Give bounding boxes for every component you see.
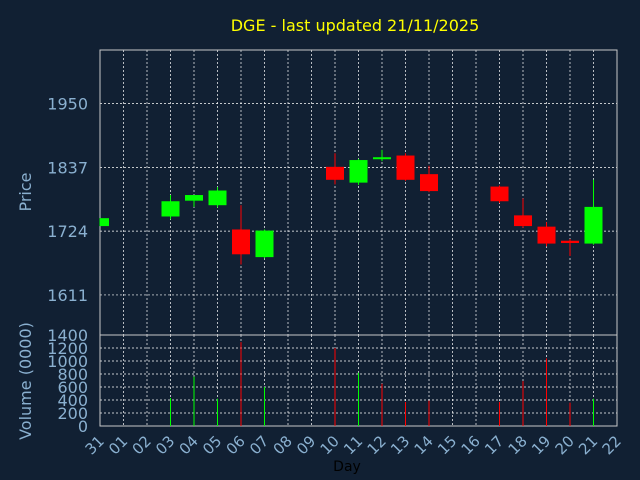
candle-body [185,195,203,201]
candle-07 [255,229,274,259]
day-tick-label: 20 [552,432,578,458]
volume-tick-label: 400 [57,391,88,410]
candle-body [373,157,391,160]
day-tick-label: 15 [434,432,460,458]
candle-body [208,190,227,206]
price-axis-label: Price [16,172,35,211]
candle-body [100,218,109,227]
price-grid [100,50,617,335]
day-tick-label: 04 [176,432,202,458]
day-tick-label: 09 [293,432,319,458]
candle-body [514,215,532,227]
volume-tick-label: 200 [57,404,88,423]
candle-body [349,160,368,183]
candle-body [326,166,344,180]
day-tick-label: 10 [317,432,343,458]
day-tick-label: 18 [505,432,531,458]
day-tick-label: 02 [129,432,155,458]
price-tick-label: 1950 [47,95,88,114]
candle-body [584,206,603,244]
day-tick-label: 05 [199,432,225,458]
day-tick-label: 13 [387,432,413,458]
day-tick-labels: 3101020304050607080910111213141516171819… [82,432,625,458]
day-tick-label: 17 [481,432,507,458]
day-tick-label: 12 [364,432,390,458]
volume-tick-label: 800 [57,365,88,384]
candle-19 [537,222,556,247]
candle-body [490,186,509,202]
candle-13 [396,153,415,181]
candle-11 [349,158,368,185]
candle-body [161,201,180,217]
price-tick-labels: 1611 1724 1837 1950 [47,95,88,305]
candle-03 [161,195,180,220]
day-tick-label: 07 [246,432,272,458]
volume-tick-label: 1400 [47,326,88,345]
day-tick-label: 01 [105,432,131,458]
day-tick-label: 11 [340,432,366,458]
volume-tick-label: 1000 [47,352,88,371]
volume-tick-label: 0 [78,417,88,436]
candle-31 [99,218,109,227]
candle-12 [373,149,391,162]
volume-axis-label: Volume (0000) [16,322,35,440]
day-tick-label: 22 [599,432,625,458]
candle-04 [185,195,203,207]
candle-10 [326,153,344,185]
candle-06 [232,205,250,265]
day-tick-label: 21 [575,432,601,458]
day-tick-label: 16 [458,432,484,458]
candle-body [396,155,415,180]
candle-14 [420,165,438,193]
price-tick-label: 1724 [47,222,88,241]
chart-title: DGE - last updated 21/11/2025 [231,16,480,35]
price-plot-frame [99,49,618,336]
candle-17 [490,185,509,203]
candle-body [420,174,438,192]
candle-body [255,230,274,258]
day-tick-label: 08 [270,432,296,458]
candle-body [561,240,579,244]
candle-18 [514,198,532,228]
price-tick-label: 1611 [47,286,88,305]
day-tick-label: 31 [82,432,108,458]
day-tick-label: 19 [528,432,554,458]
candle-20 [561,239,579,256]
volume-series [170,342,594,426]
candlestick-series [99,149,603,265]
day-tick-label: 03 [152,432,178,458]
volume-tick-label: 600 [57,378,88,397]
day-tick-label: 06 [223,432,249,458]
day-axis-label: Day [333,459,361,475]
candle-body [232,229,250,255]
volume-tick-label: 1200 [47,339,88,358]
candle-05 [208,187,227,208]
candle-body [537,226,556,244]
candle-21 [584,179,603,245]
price-tick-label: 1837 [47,158,88,177]
day-tick-label: 14 [411,432,437,458]
